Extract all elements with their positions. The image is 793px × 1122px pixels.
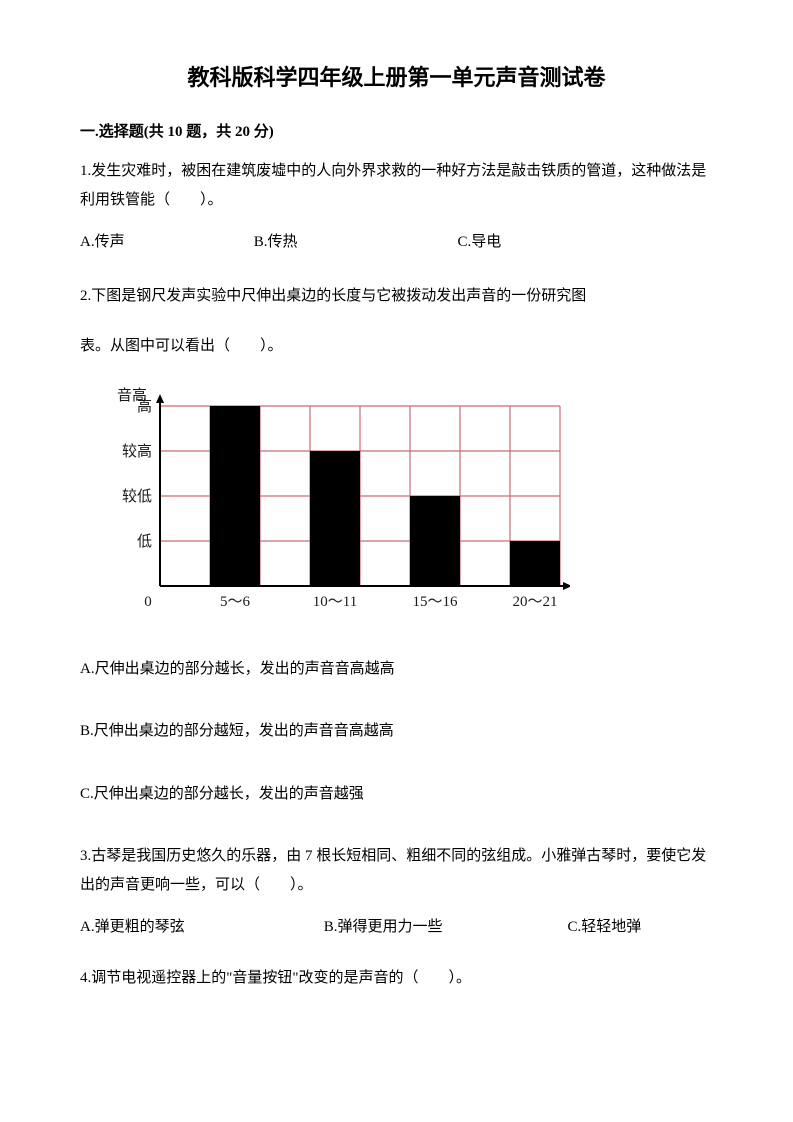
q3-option-a: A.弹更粗的琴弦 [80, 913, 320, 942]
q3-options: A.弹更粗的琴弦 B.弹得更用力一些 C.轻轻地弹 [80, 913, 713, 942]
svg-text:0: 0 [144, 594, 152, 610]
svg-text:10～11: 10～11 [313, 594, 357, 610]
q2-option-c: C.尺伸出桌边的部分越长，发出的声音越强 [80, 780, 713, 809]
svg-text:5～6: 5～6 [220, 594, 251, 610]
q1-option-c: C.导电 [458, 228, 502, 257]
q2-text-line2: 表。从图中可以看出（ ）。 [80, 329, 713, 364]
q3-option-c: C.轻轻地弹 [568, 913, 642, 942]
q2-option-a: A.尺伸出桌边的部分越长，发出的声音音高越高 [80, 655, 713, 684]
svg-text:高: 高 [137, 398, 152, 415]
section-header: 一.选择题(共 10 题，共 20 分) [80, 120, 713, 141]
page-title: 教科版科学四年级上册第一单元声音测试卷 [80, 60, 713, 92]
q2-text-line1: 2.下图是钢尺发声实验中尺伸出桌边的长度与它被拨动发出声音的一份研究图 [80, 279, 713, 314]
q4-text: 4.调节电视遥控器上的"音量按钮"改变的是声音的（ ）。 [80, 964, 713, 993]
chart-container: 音高高较高较低低05～610～1115～1620～21尺长(厘米) [100, 386, 713, 631]
svg-text:低: 低 [137, 533, 152, 550]
svg-text:15～16: 15～16 [412, 594, 458, 610]
q3-option-b: B.弹得更用力一些 [324, 913, 564, 942]
svg-text:较低: 较低 [122, 487, 152, 505]
svg-text:20～21: 20～21 [512, 594, 557, 610]
q2-option-b: B.尺伸出桌边的部分越短，发出的声音音高越高 [80, 717, 713, 746]
pitch-chart: 音高高较高较低低05～610～1115～1620～21尺长(厘米) [100, 386, 570, 626]
q1-text: 1.发生灾难时，被困在建筑废墟中的人向外界求救的一种好方法是敲击铁质的管道，这种… [80, 157, 713, 214]
q3-text: 3.古琴是我国历史悠久的乐器，由 7 根长短相同、粗细不同的弦组成。小雅弹古琴时… [80, 842, 713, 899]
q1-options: A.传声 B.传热 C.导电 [80, 228, 713, 257]
svg-text:较高: 较高 [122, 442, 152, 460]
q1-option-b: B.传热 [254, 228, 454, 257]
q1-option-a: A.传声 [80, 228, 250, 257]
